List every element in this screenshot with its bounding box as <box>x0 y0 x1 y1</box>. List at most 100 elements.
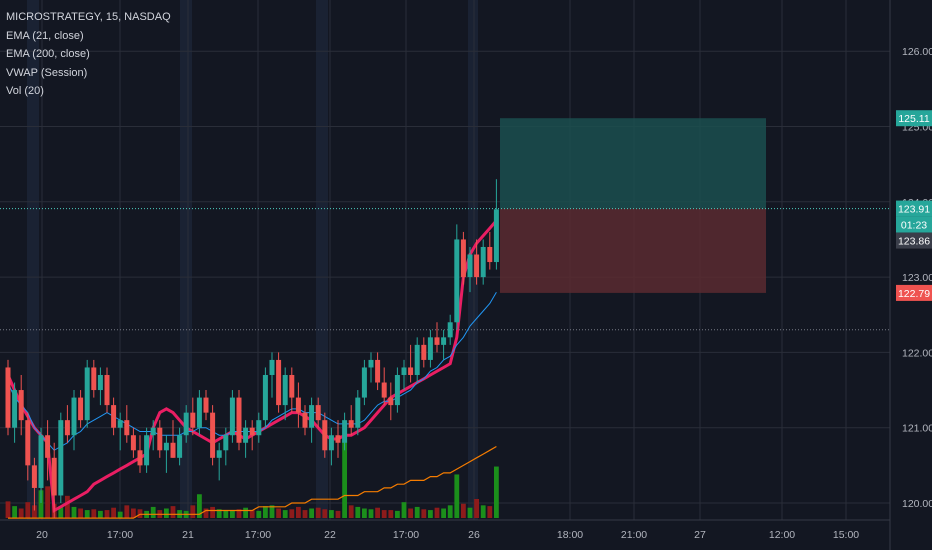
candle-body <box>460 239 466 278</box>
volume-bar <box>467 507 473 518</box>
volume-bar <box>289 509 295 518</box>
price-label-last: 123.91 <box>898 204 930 216</box>
candle-body <box>328 435 334 451</box>
candle-body <box>130 435 136 451</box>
volume-bar <box>355 506 361 518</box>
candle-body <box>196 397 202 428</box>
volume-bar <box>58 506 64 518</box>
volume-bar <box>71 506 77 518</box>
candle-body <box>315 405 321 421</box>
candle-body <box>18 390 24 421</box>
x-tick-label: 12:00 <box>769 529 795 541</box>
x-tick-label: 22 <box>324 529 336 541</box>
volume-bar <box>249 510 255 518</box>
price-label-stop-bg <box>896 284 932 301</box>
candle-body <box>64 420 70 436</box>
volume-bar <box>190 505 196 518</box>
volume-bar <box>296 506 301 518</box>
volume-bar <box>362 508 367 518</box>
price-label-target-bg <box>896 110 932 127</box>
candle-body <box>203 397 209 413</box>
candle-body <box>414 344 420 375</box>
x-tick-label: 20 <box>36 529 48 541</box>
volume-bar <box>474 499 479 518</box>
volume-bar <box>263 506 268 518</box>
candle-body <box>467 254 473 278</box>
volume-bar <box>38 490 44 518</box>
volume-bar <box>210 506 215 518</box>
volume-bar <box>236 509 242 518</box>
candle-body <box>480 246 486 278</box>
volume-bar <box>243 507 248 518</box>
volume-bar <box>447 505 453 518</box>
volume-bar <box>230 510 235 518</box>
candle-body <box>487 246 493 263</box>
stop-zone[interactable] <box>500 208 766 293</box>
volume-bar <box>421 509 427 518</box>
target-zone[interactable] <box>500 118 766 209</box>
price-label-countdown-bg <box>896 216 932 233</box>
y-tick-label: 121.00 <box>902 423 932 435</box>
candle-body <box>375 359 381 383</box>
candle-body <box>243 427 249 443</box>
volume-bar <box>203 508 209 518</box>
volume-bar <box>276 508 281 518</box>
candle-body <box>434 337 440 345</box>
volume-bar <box>309 508 314 518</box>
volume-bar <box>434 507 440 518</box>
volume-bar <box>348 505 354 518</box>
y-tick-label: 126.00 <box>902 46 932 58</box>
indicator-ema21[interactable]: EMA (21, close) <box>6 29 84 42</box>
volume-bar <box>414 506 420 518</box>
candle-body <box>269 359 275 375</box>
candle-body <box>421 344 427 360</box>
candle-body <box>388 397 394 406</box>
y-tick-label: 122.00 <box>902 347 932 359</box>
volume-bar <box>368 509 374 518</box>
volume-bar <box>170 506 176 518</box>
price-label-countdown: 01:23 <box>901 220 927 232</box>
candle-body <box>91 367 97 391</box>
volume-bar <box>91 509 97 518</box>
candle-body <box>45 435 51 458</box>
candle-body <box>408 367 414 375</box>
y-tick-label: 123.00 <box>902 272 932 284</box>
candle-body <box>150 427 156 436</box>
candle-body <box>236 397 242 443</box>
volume-bar <box>282 510 288 518</box>
volume-bar <box>395 510 400 518</box>
x-tick-label: 17:00 <box>393 529 419 541</box>
volume-bar <box>256 510 262 518</box>
candle-body <box>84 367 90 421</box>
volume-bar <box>388 510 394 518</box>
volume-bar <box>401 502 407 518</box>
symbol-header[interactable]: MICROSTRATEGY, 15, NASDAQ <box>6 11 171 23</box>
candle-body <box>454 239 460 323</box>
volume-bar <box>223 510 229 518</box>
chart-legend: MICROSTRATEGY, 15, NASDAQ EMA (21, close… <box>6 8 171 101</box>
volume-bar <box>441 508 446 518</box>
candle-body <box>249 427 255 436</box>
x-tick-label: 21 <box>182 529 194 541</box>
x-tick-label: 15:00 <box>833 529 859 541</box>
candle-body <box>5 367 11 428</box>
candle-body <box>335 435 341 443</box>
candle-body <box>348 420 354 428</box>
candle-body <box>401 367 407 375</box>
volume-bar <box>25 502 31 518</box>
volume-bar <box>494 466 499 518</box>
x-tick-label: 26 <box>468 529 480 541</box>
candle-body <box>441 337 447 345</box>
candle-body <box>394 374 400 406</box>
candle-body <box>144 435 150 466</box>
indicator-ema200[interactable]: EMA (200, close) <box>6 48 90 60</box>
indicator-vwap[interactable]: VWAP (Session) <box>6 66 88 79</box>
candle-body <box>210 412 216 458</box>
volume-bar <box>84 510 90 518</box>
volume-bar <box>78 508 83 518</box>
candle-body <box>12 390 18 428</box>
candle-body <box>216 450 222 458</box>
indicator-volume[interactable]: Vol (20) <box>6 85 44 97</box>
volume-bar <box>12 506 17 518</box>
